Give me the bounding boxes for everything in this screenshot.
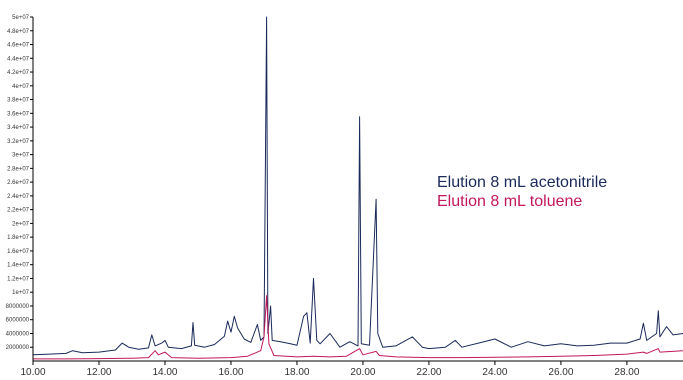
x-tick-label: 10.00: [20, 367, 45, 378]
y-tick-label: 4e+07: [12, 84, 30, 90]
y-tick-label: 1e+07: [12, 290, 30, 296]
x-tick-label: 24.00: [482, 367, 507, 378]
y-tick-label: 1.4e+07: [7, 263, 30, 269]
y-tick-label: 4.8e+07: [7, 29, 30, 35]
y-tick-label: 8000000: [6, 304, 30, 310]
y-tick-label: 3.4e+07: [7, 125, 30, 131]
y-tick-label: 1.6e+07: [7, 249, 30, 255]
x-tick-label: 20.00: [350, 367, 375, 378]
y-tick-label: 3.2e+07: [7, 139, 30, 145]
y-tick-label: 3.6e+07: [7, 111, 30, 117]
y-tick-label: 2.6e+07: [7, 180, 30, 186]
series-line-1: [32, 16, 683, 356]
y-tick-label: 3e+07: [12, 153, 30, 159]
x-tick-label: 14.00: [152, 367, 177, 378]
y-tick-label: 4.4e+07: [7, 56, 30, 62]
y-tick-label: 3.8e+07: [7, 98, 30, 104]
y-tick-label: 2e+07: [12, 221, 30, 227]
x-tick-label: 12.00: [86, 367, 111, 378]
x-tick-label: 22.00: [416, 367, 441, 378]
y-tick-label: 6000000: [6, 318, 30, 324]
y-tick-label: 1.2e+07: [7, 276, 30, 282]
legend-entry-1: Elution 8 mL acetonitrile: [437, 174, 607, 191]
x-tick-label: 16.00: [218, 367, 243, 378]
y-tick-label: 2.2e+07: [7, 208, 30, 214]
legend-entry-2: Elution 8 mL toluene: [437, 193, 582, 210]
x-tick-label: 28.00: [614, 367, 639, 378]
y-tick-label: 4.2e+07: [7, 70, 30, 76]
x-tick-label: 18.00: [284, 367, 309, 378]
y-tick-label: 5e+07: [12, 15, 30, 21]
y-tick-label: 2.4e+07: [7, 194, 30, 200]
y-tick-label: 1.8e+07: [7, 235, 30, 241]
series-line-2: [33, 295, 683, 360]
y-tick-label: 2.8e+07: [7, 166, 30, 172]
y-tick-label: 4000000: [6, 331, 30, 337]
y-tick-label: 2000000: [6, 345, 30, 351]
y-tick-label: 4.6e+07: [7, 43, 30, 49]
x-tick-label: 26.00: [548, 367, 573, 378]
